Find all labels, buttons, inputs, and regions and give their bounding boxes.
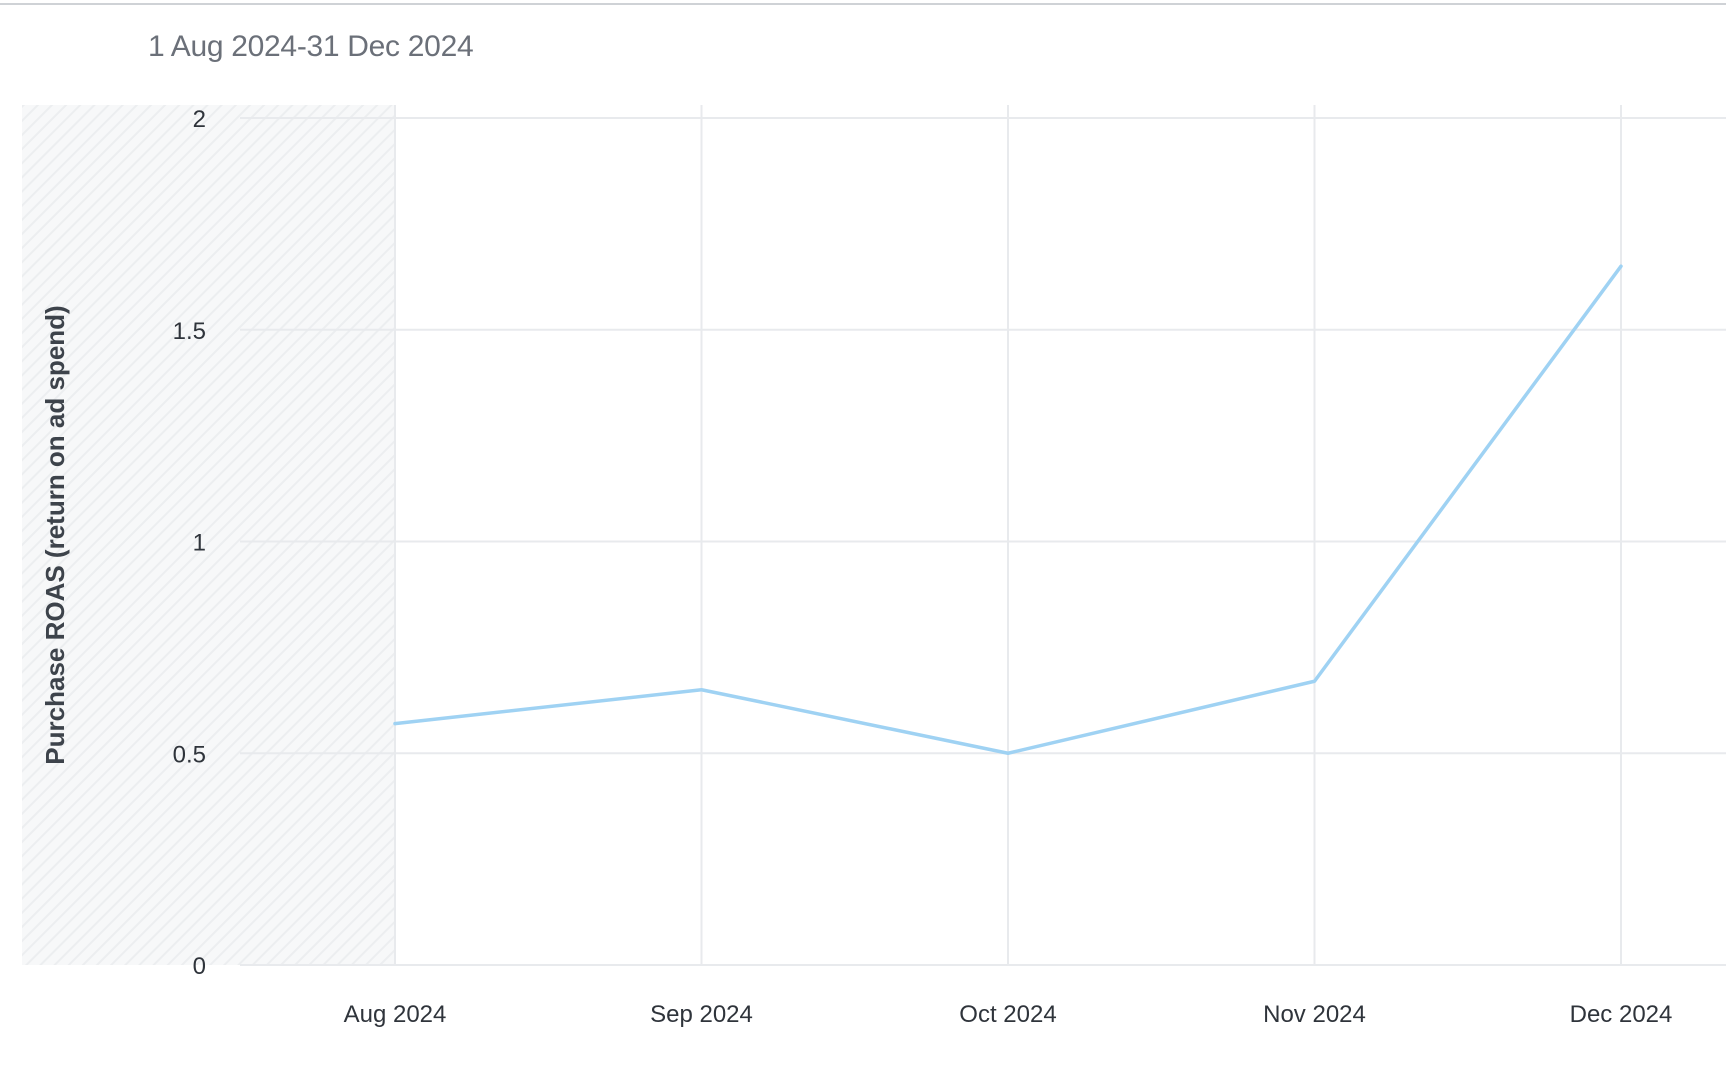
y-axis-title: Purchase ROAS (return on ad spend) (40, 305, 70, 764)
top-border (0, 0, 1726, 5)
shaded-region (22, 105, 395, 965)
x-tick-label: Oct 2024 (959, 1001, 1056, 1028)
y-tick-label: 0 (193, 953, 206, 980)
data-point (1006, 751, 1010, 755)
data-point (1619, 264, 1623, 268)
x-tick-label: Dec 2024 (1570, 1001, 1673, 1028)
date-range-label: 1 Aug 2024-31 Dec 2024 (148, 30, 474, 63)
y-tick-label: 1 (193, 530, 206, 557)
y-tick-label: 2 (193, 106, 206, 133)
data-point (700, 688, 703, 692)
x-tick-label: Sep 2024 (650, 1001, 753, 1028)
y-tick-label: 0.5 (173, 741, 206, 768)
data-point (1313, 679, 1316, 683)
y-tick-label: 1.5 (173, 318, 206, 345)
data-point (393, 722, 397, 726)
x-tick-label: Aug 2024 (344, 1001, 447, 1028)
x-tick-label: Nov 2024 (1263, 1001, 1366, 1028)
